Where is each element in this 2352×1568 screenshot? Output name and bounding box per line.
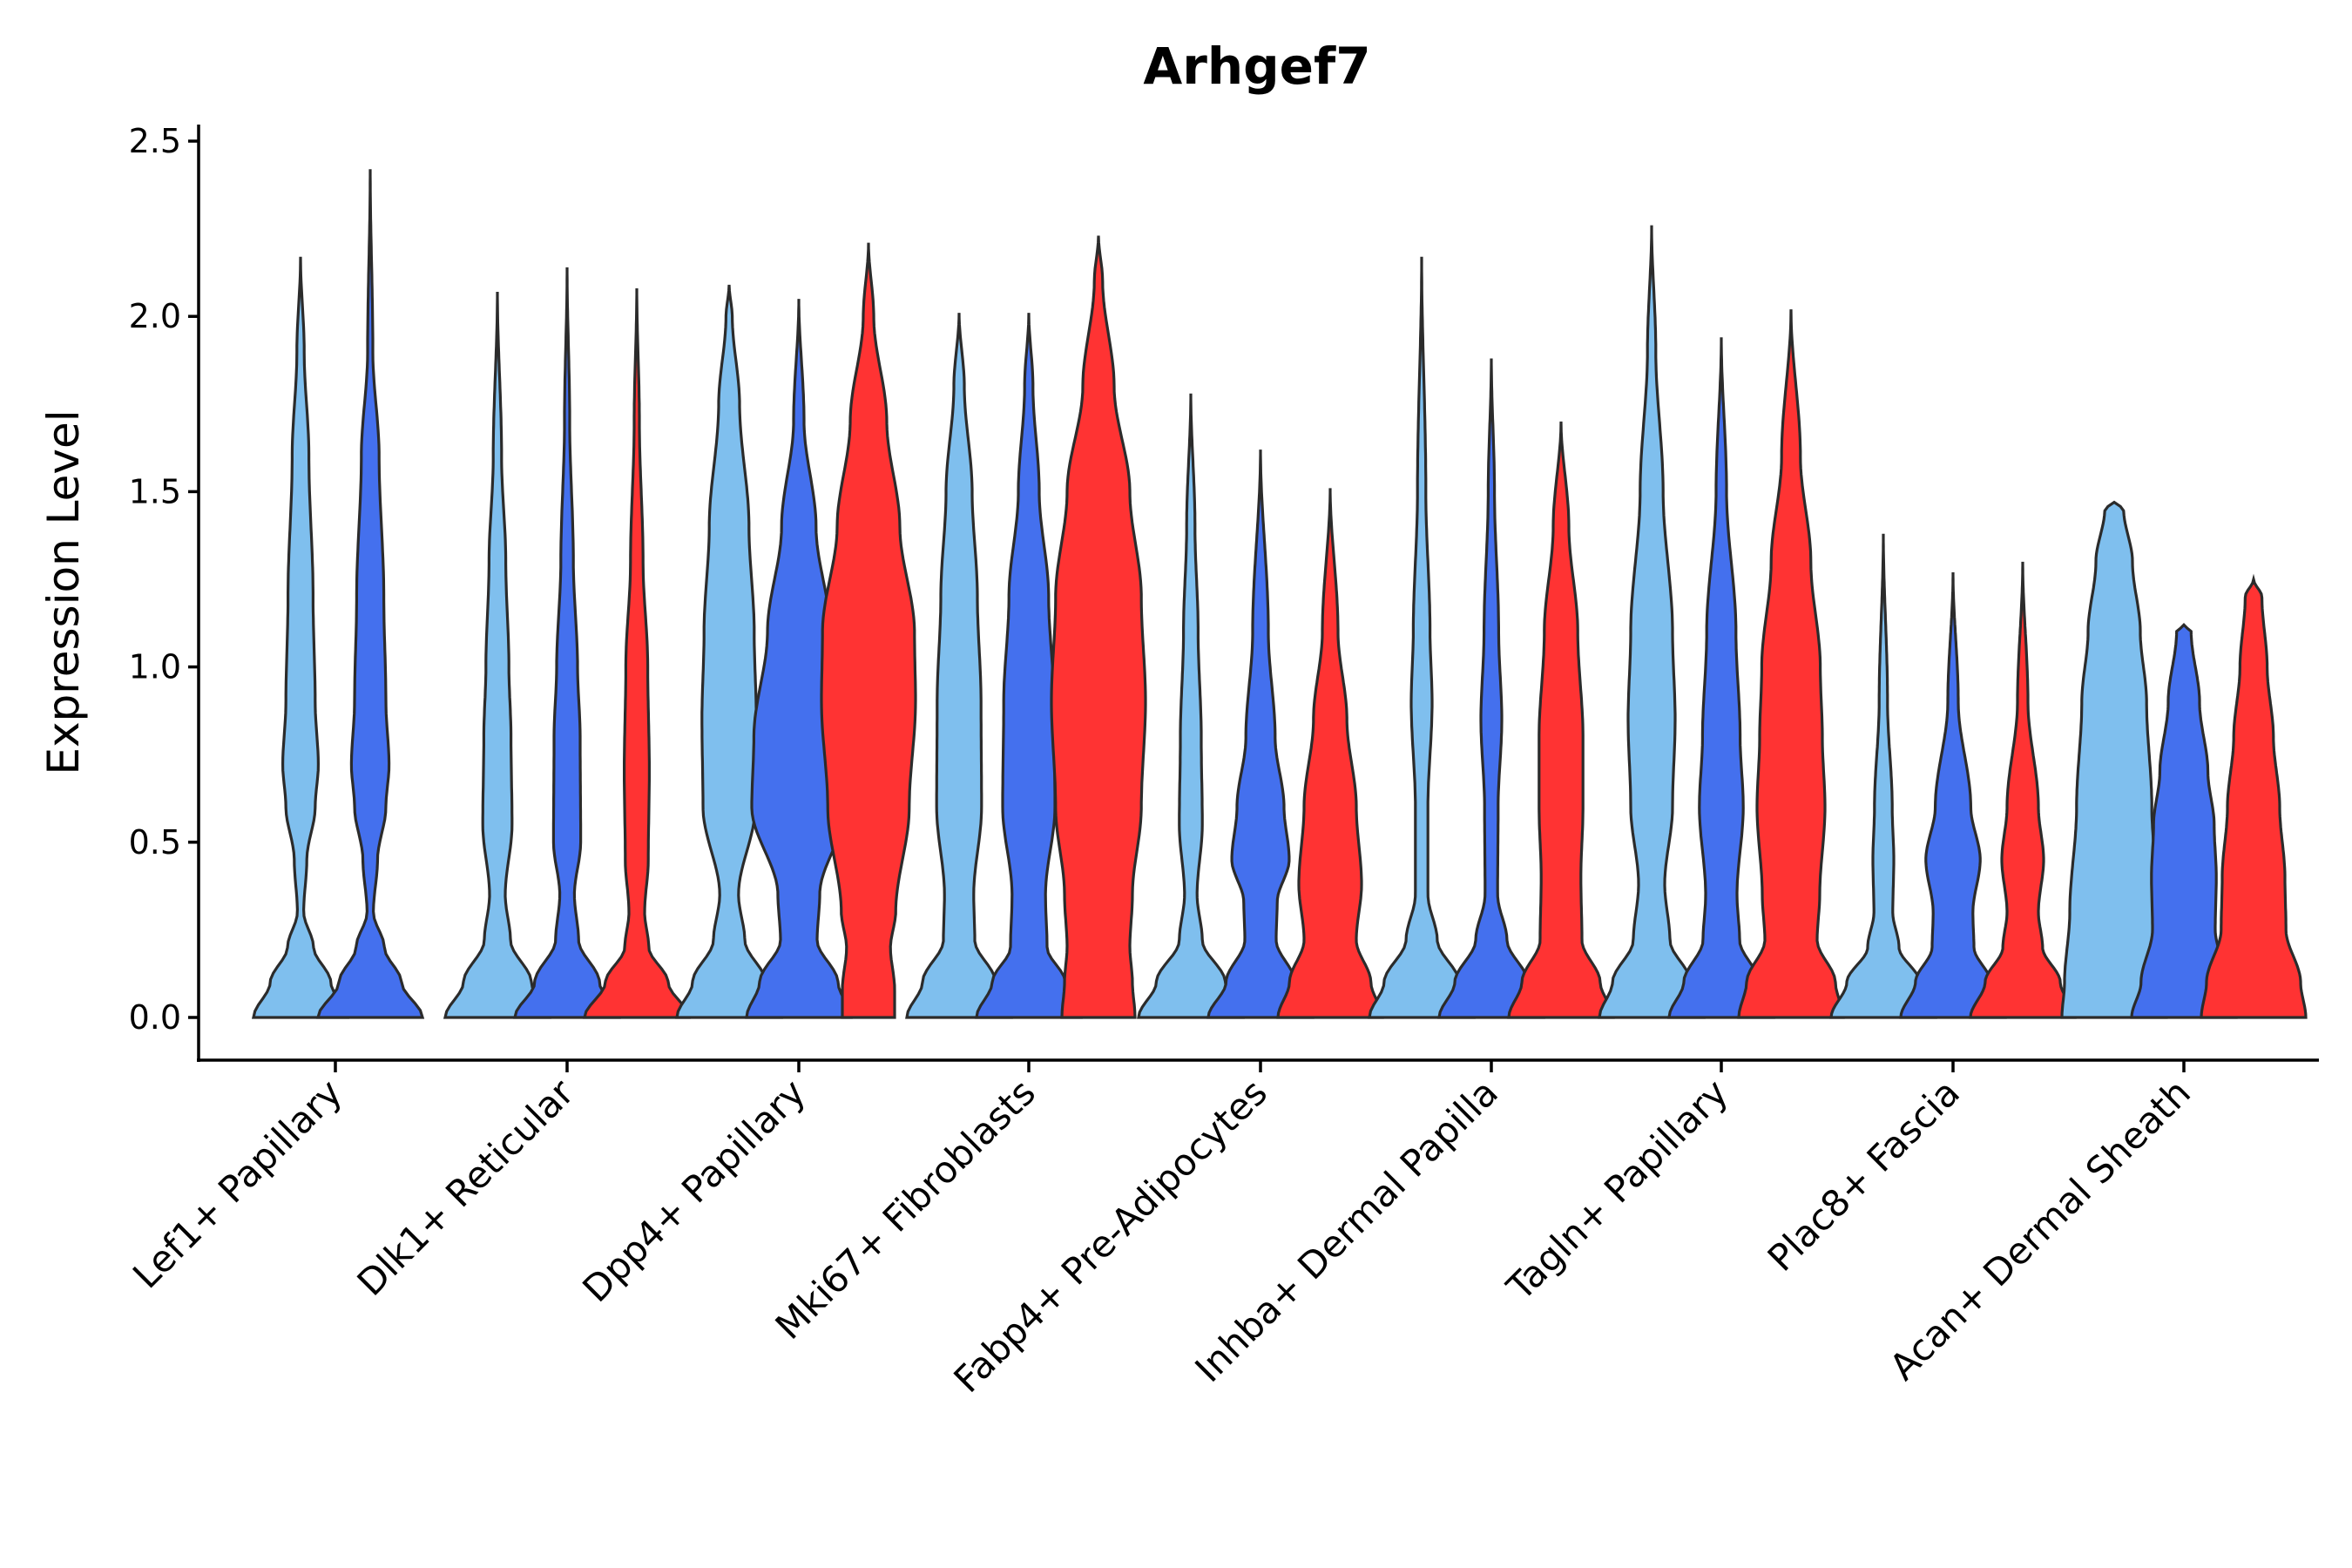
x-tick-label: Dpp4+ Papillary (574, 1071, 814, 1310)
violin-5-3 (1276, 488, 1384, 1019)
violin-6-3 (1507, 421, 1615, 1019)
violin-9-2 (2130, 623, 2238, 1019)
y-tick-label: 1.0 (129, 648, 181, 686)
x-tick-label: Lef1+ Papillary (125, 1071, 350, 1296)
violin-3-3 (820, 242, 917, 1019)
y-tick-label: 1.5 (129, 472, 181, 510)
y-tick-label: 0.0 (129, 998, 181, 1037)
chart-title: Arhgef7 (1143, 37, 1370, 96)
x-tick-label: Dlk1+ Reticular (349, 1071, 583, 1304)
violin-9-3 (2200, 573, 2308, 1019)
y-tick-label: 2.0 (129, 297, 181, 335)
x-tick-label: Mki67+ Fibroblasts (767, 1071, 1044, 1347)
violin-5-1 (1137, 393, 1245, 1019)
violin-1-2 (315, 169, 425, 1019)
y-tick-label: 0.5 (129, 823, 181, 862)
violin-7-3 (1737, 309, 1845, 1019)
violin-1-1 (251, 256, 350, 1019)
violin-2-2 (512, 267, 622, 1019)
violin-6-1 (1368, 256, 1476, 1019)
violin-layer (251, 169, 2308, 1019)
y-axis-title: Expression Level (38, 409, 89, 774)
y-axis-ticks: 0.0 0.5 1.0 1.5 2.0 2.5 (129, 122, 199, 1037)
violin-4-1 (905, 313, 1013, 1019)
violin-2-3 (582, 288, 692, 1019)
y-tick-label: 2.5 (129, 122, 181, 160)
x-tick-label: Plac8+ Fascia (1760, 1071, 1968, 1279)
violin-7-1 (1598, 225, 1706, 1019)
violin-6-2 (1437, 358, 1545, 1019)
violin-4-3 (1050, 235, 1147, 1019)
violin-2-1 (443, 292, 552, 1019)
violin-5-2 (1206, 449, 1315, 1019)
violin-8-3 (1969, 561, 2077, 1019)
violin-7-2 (1667, 337, 1775, 1019)
x-tick-label: Tagln+ Papillary (1498, 1071, 1736, 1308)
violin-8-1 (1829, 533, 1937, 1019)
violin-8-2 (1899, 572, 2007, 1019)
